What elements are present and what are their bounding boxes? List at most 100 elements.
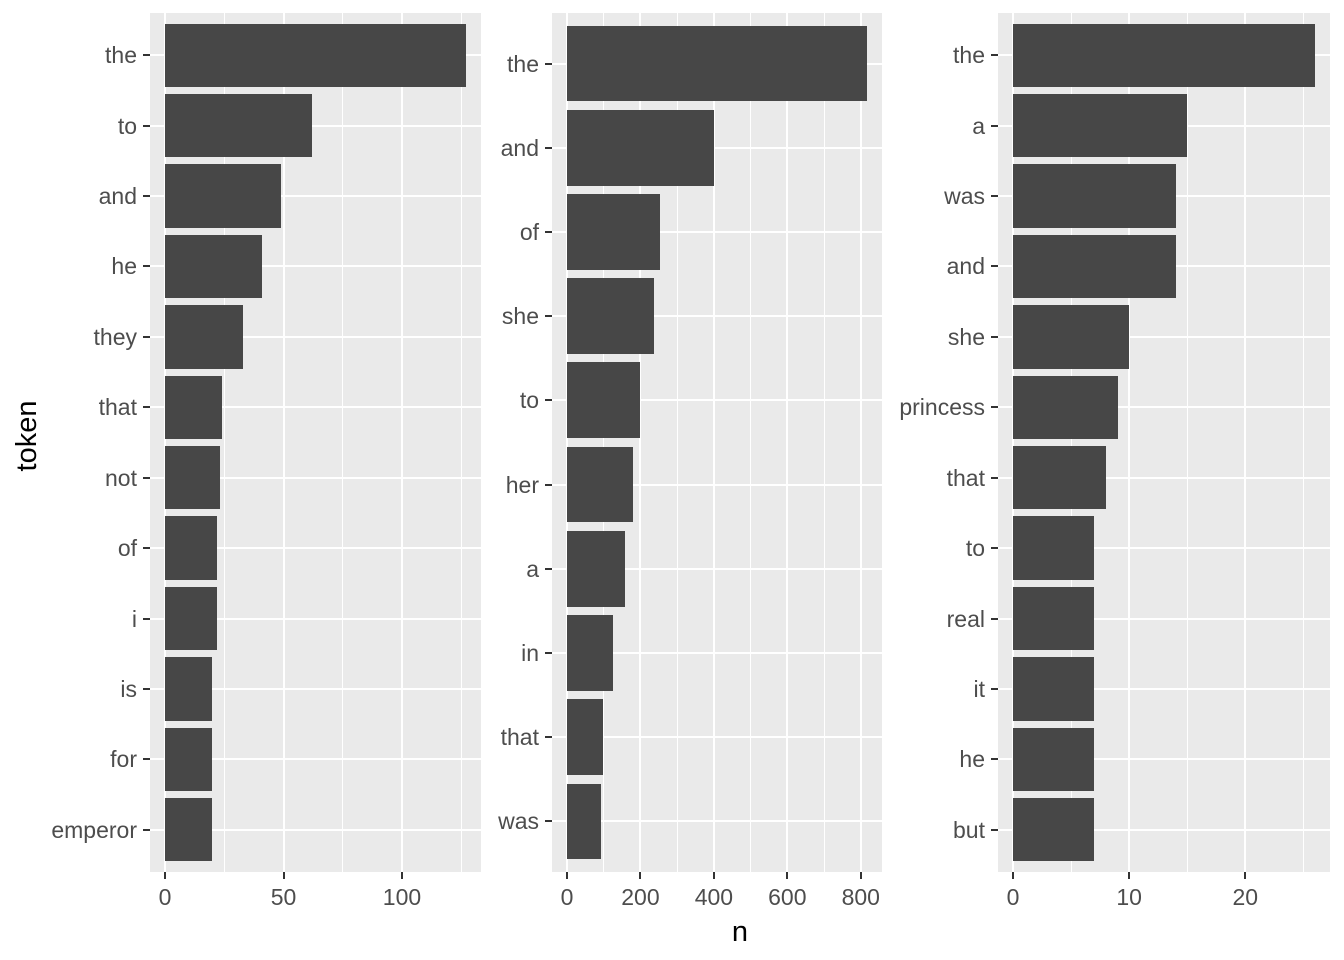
x-tick-mark-10 [1128,872,1131,879]
x-tick-mark-20 [1244,872,1247,879]
bar-he [1013,727,1095,792]
y-tick-mark-in [545,652,552,655]
y-tick-label-is: is [120,675,137,702]
y-tick-mark-is [143,687,150,690]
y-tick-mark-he [143,265,150,268]
y-tick-mark-was [991,195,998,198]
y-tick-label-that: that [98,394,137,421]
y-tick-label-and: and [500,134,539,161]
gridline-major-x0 [566,13,568,872]
y-tick-label-but: but [953,816,985,843]
y-tick-mark-and [545,146,552,149]
y-tick-mark-but [991,828,998,831]
y-tick-mark-not [143,476,150,479]
bar-is [165,657,213,721]
gridline-category-that [150,406,481,409]
y-tick-label-of: of [117,535,137,562]
gridline-category-to [998,547,1330,550]
x-axis-title: n [731,916,749,948]
gridline-minor-x75 [342,13,344,872]
gridline-category-is [150,687,481,690]
x-tick-label-50: 50 [270,884,297,910]
x-tick-mark-0 [1012,872,1015,879]
gridline-category-she [552,315,882,318]
gridline-category-in [552,652,882,655]
gridline-category-and [552,146,882,149]
y-tick-label-it: it [973,675,986,702]
bar-the [1013,23,1315,87]
bar-and [567,109,714,186]
y-tick-mark-to [143,124,150,127]
y-tick-mark-of [545,230,552,233]
x-tick-label-10: 10 [1116,884,1142,910]
y-tick-label-that: that [946,464,985,491]
y-axis-title: token [11,400,43,472]
bar-of [165,516,218,580]
gridline-major-x0 [164,13,167,872]
y-tick-label-i: i [131,605,137,632]
y-tick-mark-it [991,687,998,690]
bar-princess [1013,375,1118,439]
y-tick-mark-that [991,476,998,479]
gridline-category-i [150,617,481,620]
x-tick-label-100: 100 [382,884,422,910]
y-tick-mark-they [143,335,150,338]
y-tick-label-not: not [105,464,137,491]
y-tick-label-emperor: emperor [51,816,137,843]
gridline-category-to [552,399,882,402]
y-tick-mark-to [545,399,552,402]
y-tick-mark-that [143,406,150,409]
gridline-category-her [552,483,882,486]
y-tick-mark-that [545,736,552,739]
bar-that [165,375,222,439]
y-tick-label-to: to [965,535,985,562]
y-tick-mark-a [545,567,552,570]
gridline-minor-x700 [823,13,825,872]
y-tick-label-to: to [117,112,137,139]
bar-she [1013,305,1130,369]
gridline-category-princess [998,406,1330,409]
x-tick-label-0: 0 [158,884,172,910]
y-tick-label-she: she [501,303,539,330]
y-tick-label-they: they [93,323,137,350]
bar-her [567,446,633,523]
bar-that [567,699,603,776]
y-tick-mark-and [991,265,998,268]
gridline-minor-x5 [1070,13,1072,872]
bar-real [1013,586,1095,651]
bar-but [1013,798,1095,862]
y-tick-label-the: the [953,42,985,69]
y-tick-mark-emperor [143,828,150,831]
bar-for [165,727,213,792]
bar-emperor [165,798,213,862]
gridline-major-x200 [639,13,642,872]
gridline-minor-x25 [1302,13,1304,872]
y-tick-mark-to [991,547,998,550]
bar-it [1013,657,1095,721]
x-tick-label-0: 0 [560,884,574,910]
y-tick-label-he: he [959,746,985,773]
bar-i [165,586,218,651]
gridline-category-he [150,265,481,268]
x-tick-label-200: 200 [621,884,660,910]
gridline-category-it [998,687,1330,690]
x-tick-mark-0 [566,872,568,879]
y-tick-label-he: he [111,253,137,280]
y-tick-label-and: and [98,183,137,210]
x-tick-label-0: 0 [1006,884,1020,910]
bar-to [1013,516,1095,580]
gridline-major-x100 [400,13,403,872]
gridline-major-x0 [1012,13,1015,872]
gridline-category-to [150,124,481,127]
gridline-major-x50 [282,13,285,872]
y-tick-mark-her [545,483,552,486]
gridline-category-they [150,335,481,338]
y-tick-label-her: her [505,471,539,498]
y-tick-label-and: and [946,253,985,280]
gridline-category-but [998,828,1330,831]
gridline-major-x10 [1128,13,1131,872]
gridline-category-was [552,820,882,823]
bar-of [567,194,660,270]
x-tick-mark-600 [786,872,789,879]
bar-a [567,530,625,607]
